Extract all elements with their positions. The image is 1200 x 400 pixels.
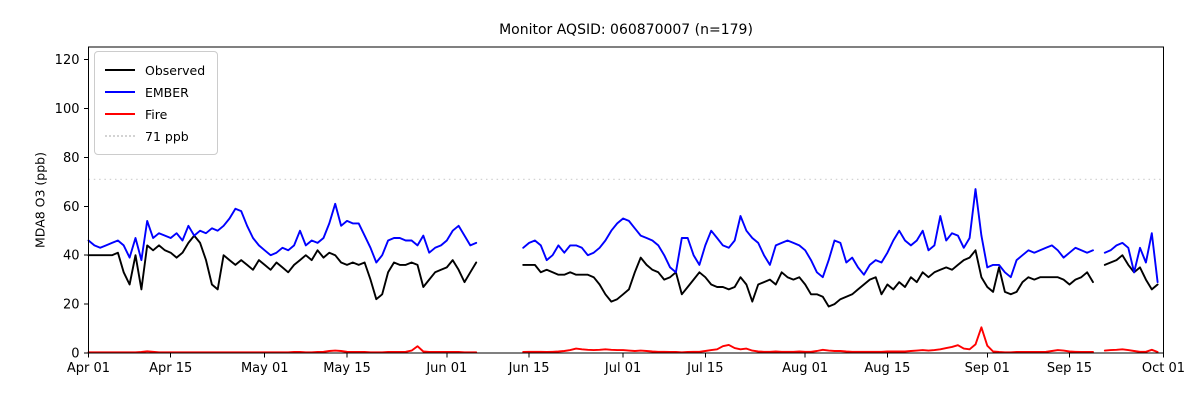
chart-title: Monitor AQSID: 060870007 (n=179) [499,22,753,38]
ember-line [522,188,1094,279]
ember-line [87,202,478,264]
x-tick-label: Aug 01 [782,361,828,376]
x-tick-label: May 15 [323,361,371,376]
legend: Observed EMBER Fire 71 ppb [94,51,219,155]
fire-line [1103,348,1159,353]
fire-line-swatch [105,113,135,115]
legend-item-fire: Fire [105,103,205,125]
legend-label: EMBER [145,84,189,100]
x-tick-label: May 01 [241,361,289,376]
y-tick-label: 40 [63,249,80,264]
ember-line [1103,232,1159,284]
x-tick-label: Sep 15 [1047,361,1092,376]
y-tick-label: 100 [55,102,80,117]
x-tick-label: Sep 01 [965,361,1010,376]
observed-line [1103,254,1159,291]
observed-line [87,234,478,301]
observed-line-swatch [105,69,135,71]
observed-line [522,249,1094,308]
threshold-line-swatch [105,135,135,137]
x-tick-label: Jun 15 [508,361,550,376]
x-tick-label: Jun 01 [425,361,467,376]
y-tick-label: 60 [63,200,80,215]
fire-line [87,345,478,354]
x-tick-label: Apr 15 [149,361,192,376]
x-tick-label: Jul 01 [604,361,641,376]
legend-label: Fire [145,106,168,122]
y-tick-label: 120 [55,53,80,68]
legend-label: 71 ppb [145,128,189,144]
legend-item-ember: EMBER [105,81,205,103]
y-tick-label: 0 [71,347,79,362]
plot-border [88,46,1164,354]
x-tick-label: Aug 15 [864,361,910,376]
fire-line [522,326,1094,354]
legend-item-observed: Observed [105,59,205,81]
legend-label: Observed [145,62,206,78]
y-tick-label: 20 [63,298,80,313]
x-tick-label: Apr 01 [67,361,110,376]
ember-line-swatch [105,91,135,93]
y-tick-label: 80 [63,151,80,166]
legend-item-threshold: 71 ppb [105,125,205,147]
x-tick-label: Jul 15 [686,361,723,376]
x-tick-label: Oct 01 [1142,361,1185,376]
